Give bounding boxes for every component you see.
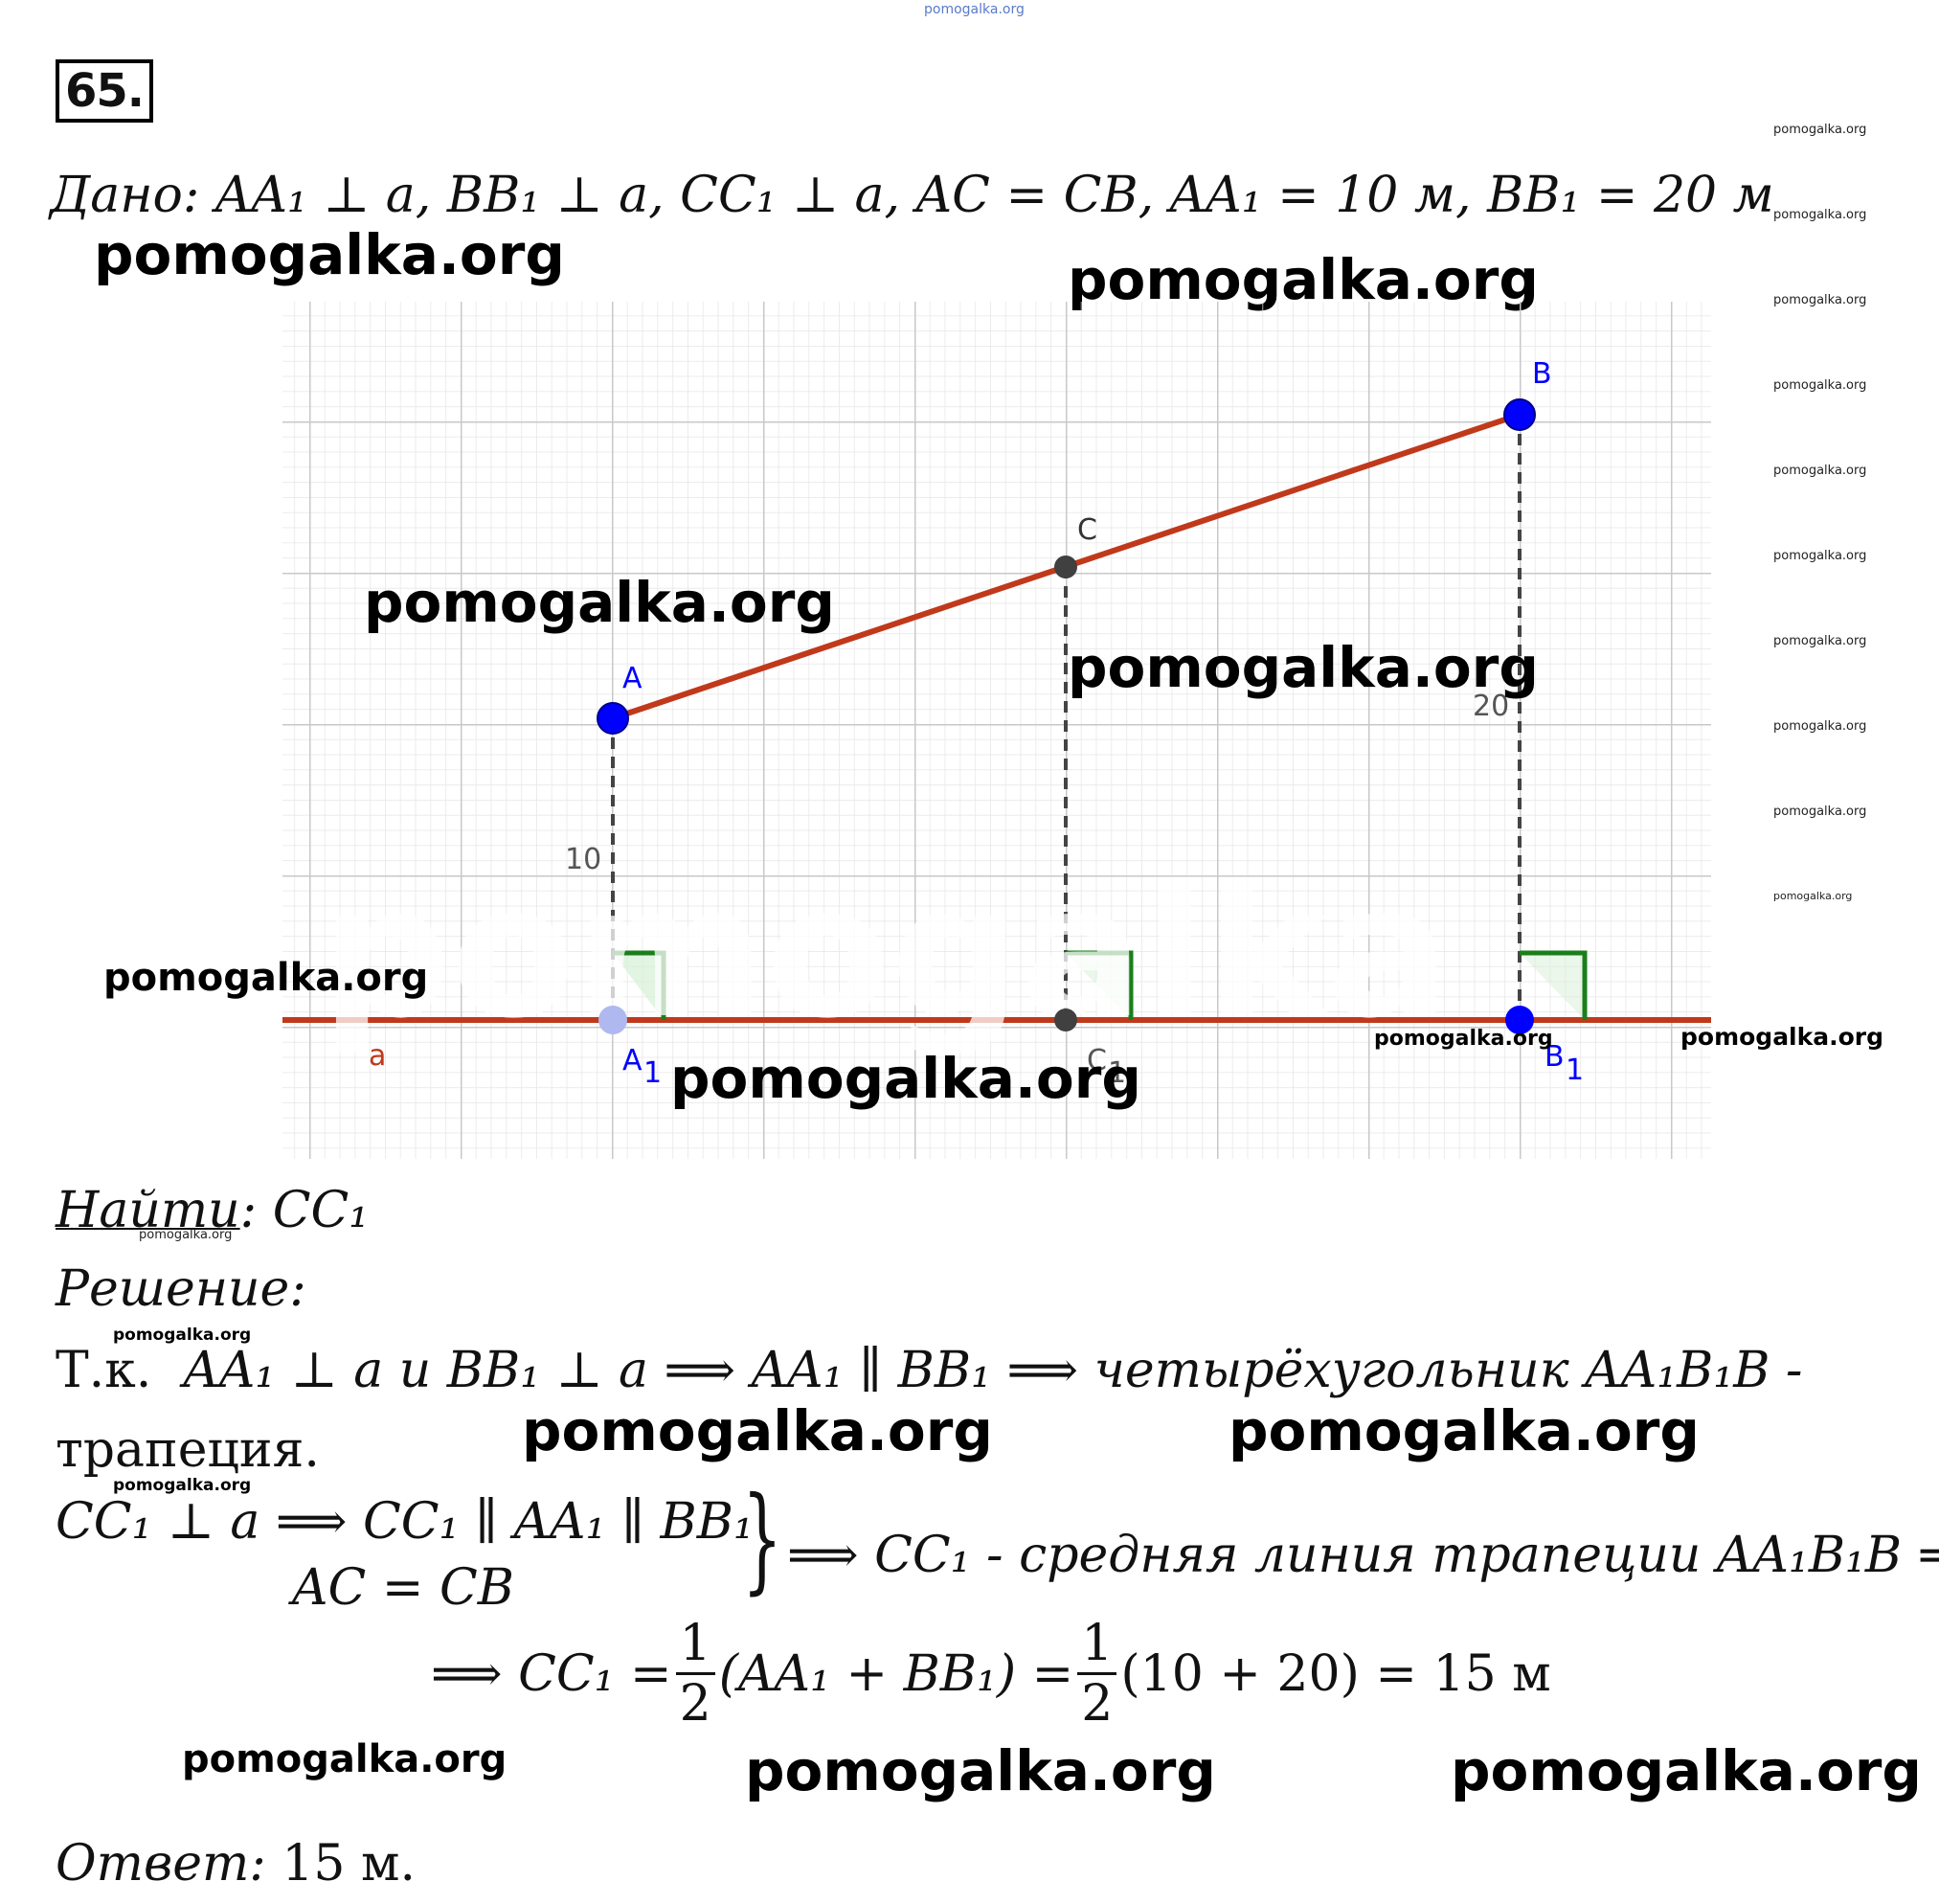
fraction-numerator: 1 — [675, 1619, 715, 1675]
watermark: pomogalka.org — [1068, 635, 1539, 700]
watermark: pomogalka.org — [103, 956, 429, 1000]
watermark-side: pomogalka.org — [1773, 805, 1867, 819]
watermark: pomogalka.org — [364, 570, 835, 635]
watermark: pomogalka.org — [1451, 1738, 1922, 1803]
formula-left: ⟹ CC₁ = — [431, 1644, 672, 1703]
right-brace: } — [742, 1473, 782, 1606]
watermark: pomogalka.org — [1680, 1023, 1884, 1051]
point-b1 — [1505, 1006, 1534, 1034]
watermark: pomogalka.org — [670, 1046, 1141, 1111]
point-a1 — [598, 1006, 627, 1034]
watermark: pomogalka.org — [94, 222, 565, 287]
fraction-one-half-2: 1 2 — [1077, 1619, 1117, 1733]
watermark: pomogalka.org — [522, 1398, 993, 1463]
watermark-side: pomogalka.org — [1773, 293, 1867, 307]
label-c1: C — [1087, 1044, 1107, 1077]
watermark-side: pomogalka.org — [1773, 634, 1867, 648]
watermark-side: pomogalka.org — [1773, 123, 1867, 137]
point-c1 — [1054, 1009, 1077, 1031]
label-a1: A — [622, 1044, 643, 1077]
formula-middle: (AA₁ + BB₁) = — [718, 1644, 1074, 1703]
label-a1-sub: 1 — [643, 1056, 662, 1090]
label-c: C — [1077, 513, 1097, 547]
watermark: pomogalka.org — [113, 1476, 252, 1495]
tick-10: 10 — [565, 843, 601, 876]
answer-value: 15 м. — [282, 1835, 417, 1893]
watermark-side: pomogalka.org — [1773, 464, 1867, 478]
watermark-side: pomogalka.org — [1773, 208, 1867, 222]
watermark-side: pomogalka.org — [1773, 378, 1867, 393]
watermark-top: pomogalka.org — [924, 2, 1025, 17]
given-label: Дано — [50, 167, 183, 224]
tick-20: 20 — [1473, 690, 1509, 723]
given-line: Дано: AA₁ ⊥ a, BB₁ ⊥ a, CC₁ ⊥ a, AC = CB… — [50, 170, 1774, 220]
label-b1: B — [1544, 1040, 1565, 1074]
fraction-one-half: 1 2 — [675, 1619, 715, 1733]
geometry-figure: pomogalka A B C A 1 C 1 B 1 a 10 20 — [282, 302, 1711, 1159]
fraction-numerator: 1 — [1077, 1619, 1117, 1675]
answer-line: Ответ: 15 м. — [56, 1839, 416, 1889]
find-label: Найти — [56, 1182, 240, 1239]
label-line-a: a — [369, 1039, 386, 1073]
grid — [282, 302, 1711, 1159]
point-a — [597, 702, 629, 735]
find-value: : CC₁ — [239, 1182, 370, 1239]
system-line-2: AC = CB — [292, 1559, 514, 1617]
watermark: pomogalka.org — [182, 1737, 507, 1781]
watermark-side: pomogalka.org — [1773, 719, 1867, 734]
find-line: Найти: CC₁ — [56, 1186, 369, 1235]
solution-line-1-math: AA₁ ⊥ a и BB₁ ⊥ a ⟹ AA₁ ∥ BB₁ ⟹ четырёху… — [183, 1342, 1803, 1399]
right-angle-a1 — [613, 950, 666, 1020]
formula-right: (10 + 20) = 15 м — [1120, 1644, 1551, 1703]
watermark: pomogalka.org — [1068, 247, 1539, 312]
solution-prefix: Т.к. — [56, 1342, 152, 1399]
fraction-denominator: 2 — [1081, 1675, 1114, 1733]
problem-number: 65. — [56, 59, 153, 123]
solution-line-2: трапеция. — [56, 1421, 320, 1479]
formula-line: ⟹ CC₁ = 1 2 (AA₁ + BB₁) = 1 2 (10 + 20) … — [431, 1619, 1551, 1729]
watermark-side: pomogalka.org — [1773, 549, 1867, 563]
watermark: pomogalka.org — [113, 1326, 252, 1345]
watermark: pomogalka.org — [1229, 1398, 1700, 1463]
right-angle-b1 — [1520, 950, 1588, 1020]
label-b: B — [1532, 357, 1552, 391]
watermark: pomogalka.org — [745, 1738, 1216, 1803]
given-statement: : AA₁ ⊥ a, BB₁ ⊥ a, CC₁ ⊥ a, AC = CB, AA… — [182, 167, 1774, 224]
label-c1-sub: 1 — [1108, 1056, 1126, 1090]
point-c — [1054, 555, 1077, 578]
solution-line-3-conclusion: ⟹ CC₁ - средняя линия трапеции AA₁B₁B ⟹ — [787, 1527, 1939, 1584]
answer-label: Ответ: — [56, 1835, 266, 1893]
system-line-1: CC₁ ⊥ a ⟹ CC₁ ∥ AA₁ ∥ BB₁ — [56, 1493, 754, 1551]
label-a: A — [622, 662, 643, 695]
label-b1-sub: 1 — [1566, 1054, 1584, 1087]
solution-line-1: Т.к. AA₁ ⊥ a и BB₁ ⊥ a ⟹ AA₁ ∥ BB₁ ⟹ чет… — [56, 1346, 1803, 1395]
fraction-denominator: 2 — [679, 1675, 711, 1733]
point-b — [1503, 398, 1536, 431]
right-angle-c1 — [1066, 950, 1134, 1020]
watermark-side: pomogalka.org — [1773, 890, 1853, 902]
watermark: pomogalka.org — [1374, 1027, 1553, 1051]
solution-label: Решение: — [56, 1260, 306, 1318]
watermark: pomogalka.org — [139, 1228, 233, 1242]
watermark-faint: pomogalka — [321, 847, 1450, 1058]
